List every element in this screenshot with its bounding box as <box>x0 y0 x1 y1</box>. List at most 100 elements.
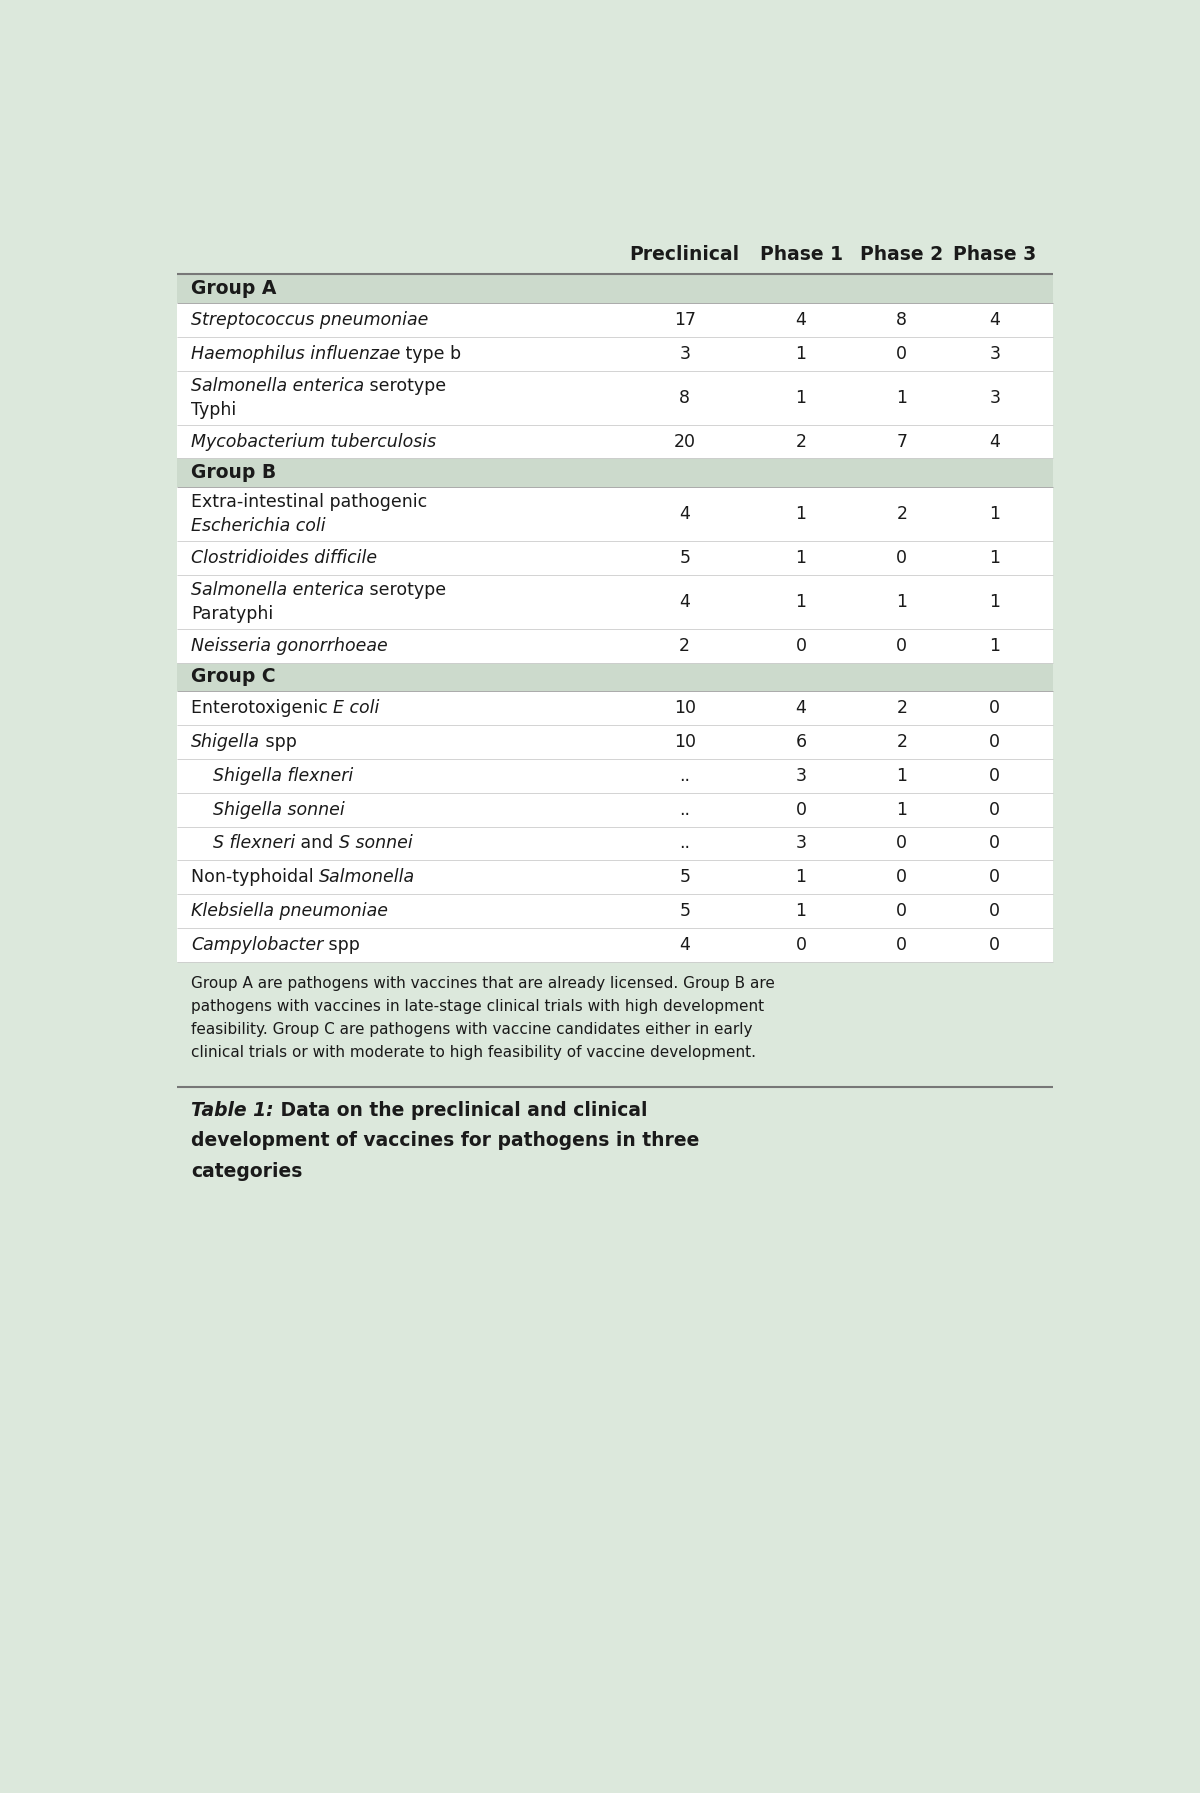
Text: Shigella flexneri: Shigella flexneri <box>212 767 353 785</box>
Text: Clostridioides difficile: Clostridioides difficile <box>191 549 377 567</box>
Bar <box>178 371 1052 425</box>
Text: 4: 4 <box>989 432 1000 450</box>
Text: 1: 1 <box>896 801 907 819</box>
Bar <box>178 929 1052 963</box>
Text: spp: spp <box>323 936 360 954</box>
Text: 1: 1 <box>796 868 806 886</box>
Text: 8: 8 <box>896 310 907 328</box>
Text: serotype: serotype <box>365 377 446 394</box>
Bar <box>178 274 1052 303</box>
Text: 4: 4 <box>679 593 690 611</box>
Text: 7: 7 <box>896 432 907 450</box>
Text: Salmonella: Salmonella <box>319 868 415 886</box>
Bar <box>178 425 1052 459</box>
Text: E coli: E coli <box>334 699 380 717</box>
Text: 0: 0 <box>896 637 907 654</box>
Text: Group A are pathogens with vaccines that are already licensed. Group B are: Group A are pathogens with vaccines that… <box>191 975 775 992</box>
Text: 1: 1 <box>896 593 907 611</box>
Text: Neisseria gonorrhoeae: Neisseria gonorrhoeae <box>191 637 388 654</box>
Bar <box>178 303 1052 337</box>
Text: 5: 5 <box>679 549 690 567</box>
Text: Streptococcus pneumoniae: Streptococcus pneumoniae <box>191 310 428 328</box>
Text: Campylobacter: Campylobacter <box>191 936 323 954</box>
Text: 0: 0 <box>896 834 907 852</box>
Text: 1: 1 <box>989 506 1001 524</box>
Text: type b: type b <box>401 344 462 362</box>
Text: 2: 2 <box>896 506 907 524</box>
Text: S flexneri: S flexneri <box>212 834 295 852</box>
Text: Phase 1: Phase 1 <box>760 246 842 264</box>
Bar <box>178 861 1052 895</box>
Text: 1: 1 <box>796 593 806 611</box>
Text: 0: 0 <box>796 801 806 819</box>
Bar <box>178 629 1052 663</box>
Text: 1: 1 <box>989 549 1001 567</box>
Text: 1: 1 <box>989 637 1001 654</box>
Text: 4: 4 <box>679 936 690 954</box>
Text: 3: 3 <box>796 767 806 785</box>
Text: 0: 0 <box>989 868 1001 886</box>
Text: Shigella: Shigella <box>191 733 260 751</box>
Text: 3: 3 <box>989 389 1001 407</box>
Bar <box>178 724 1052 758</box>
Text: categories: categories <box>191 1162 302 1182</box>
Text: 1: 1 <box>896 767 907 785</box>
Bar <box>178 758 1052 793</box>
Text: 2: 2 <box>896 733 907 751</box>
Text: 1: 1 <box>896 389 907 407</box>
Text: ..: .. <box>679 767 690 785</box>
Text: 0: 0 <box>796 637 806 654</box>
Bar <box>178 541 1052 576</box>
Text: 3: 3 <box>796 834 806 852</box>
Text: 4: 4 <box>679 506 690 524</box>
Text: Extra-intestinal pathogenic: Extra-intestinal pathogenic <box>191 493 427 511</box>
Text: Paratyphi: Paratyphi <box>191 604 274 622</box>
Text: pathogens with vaccines in late-stage clinical trials with high development: pathogens with vaccines in late-stage cl… <box>191 999 764 1015</box>
Text: Data on the preclinical and clinical: Data on the preclinical and clinical <box>274 1101 647 1119</box>
Text: feasibility. Group C are pathogens with vaccine candidates either in early: feasibility. Group C are pathogens with … <box>191 1022 752 1036</box>
Text: 0: 0 <box>989 767 1001 785</box>
Text: 17: 17 <box>673 310 696 328</box>
Text: Table 1:: Table 1: <box>191 1101 274 1119</box>
Bar <box>178 663 1052 690</box>
Text: ..: .. <box>679 801 690 819</box>
Text: 4: 4 <box>796 699 806 717</box>
Text: Mycobacterium tuberculosis: Mycobacterium tuberculosis <box>191 432 437 450</box>
Text: Klebsiella pneumoniae: Klebsiella pneumoniae <box>191 902 388 920</box>
Text: 0: 0 <box>989 801 1001 819</box>
Text: 0: 0 <box>989 834 1001 852</box>
Text: 3: 3 <box>989 344 1001 362</box>
Text: 0: 0 <box>896 868 907 886</box>
Text: and: and <box>295 834 338 852</box>
Bar <box>178 459 1052 488</box>
Text: 1: 1 <box>796 902 806 920</box>
Text: 0: 0 <box>896 344 907 362</box>
Bar <box>178 337 1052 371</box>
Text: S sonnei: S sonnei <box>338 834 413 852</box>
Text: 6: 6 <box>796 733 806 751</box>
Text: 2: 2 <box>796 432 806 450</box>
Bar <box>178 827 1052 861</box>
Text: Enterotoxigenic: Enterotoxigenic <box>191 699 334 717</box>
Text: Group C: Group C <box>191 667 276 687</box>
Bar <box>178 1087 1052 1164</box>
Text: Escherichia coli: Escherichia coli <box>191 516 325 534</box>
Text: Phase 2: Phase 2 <box>860 246 943 264</box>
Text: 5: 5 <box>679 868 690 886</box>
Text: 2: 2 <box>679 637 690 654</box>
Text: 8: 8 <box>679 389 690 407</box>
Text: ..: .. <box>679 834 690 852</box>
Text: 3: 3 <box>679 344 690 362</box>
Bar <box>178 235 1052 274</box>
Text: 0: 0 <box>796 936 806 954</box>
Text: 10: 10 <box>673 699 696 717</box>
Text: 10: 10 <box>673 733 696 751</box>
Bar <box>178 576 1052 629</box>
Text: 1: 1 <box>796 506 806 524</box>
Text: Non-typhoidal: Non-typhoidal <box>191 868 319 886</box>
Text: 2: 2 <box>896 699 907 717</box>
Text: 0: 0 <box>896 902 907 920</box>
Text: 1: 1 <box>796 549 806 567</box>
Text: 4: 4 <box>989 310 1000 328</box>
Text: 1: 1 <box>796 389 806 407</box>
